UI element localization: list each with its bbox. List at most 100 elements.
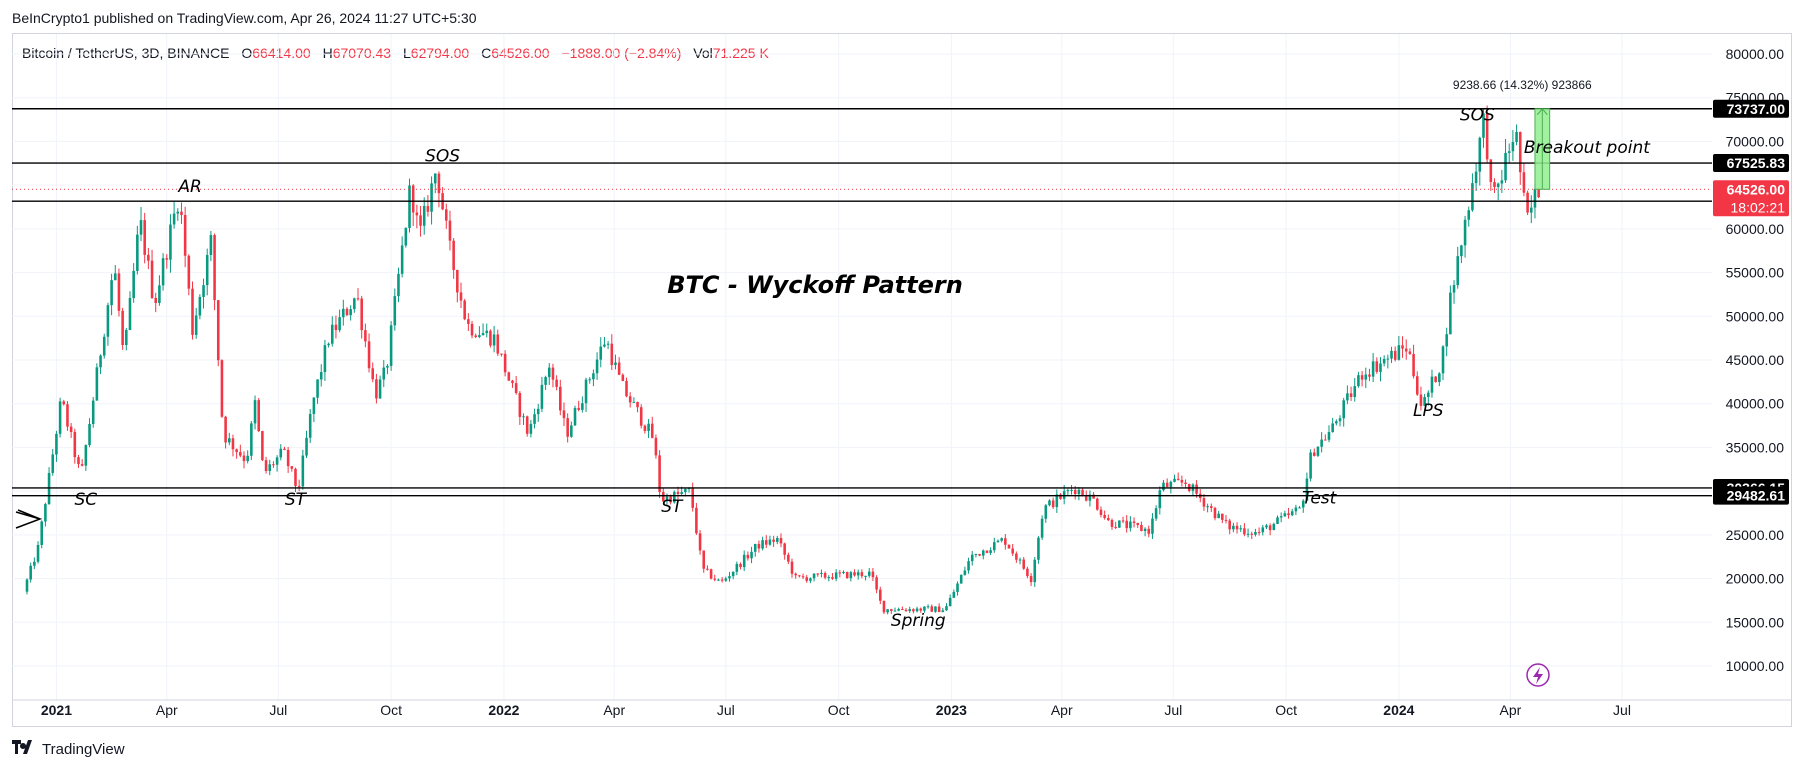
price-tick-label: 15000.00 <box>1726 614 1785 630</box>
candle-body <box>588 379 592 381</box>
candle-body <box>654 437 658 456</box>
candle-body <box>890 609 893 611</box>
candle-body <box>1500 180 1504 184</box>
price-tick-label: 70000.00 <box>1726 133 1785 149</box>
candle-body <box>485 330 489 334</box>
candle-body <box>430 183 433 212</box>
candle-body <box>728 576 731 579</box>
candle-body <box>433 173 437 184</box>
candle-body <box>1346 393 1349 401</box>
candle-body <box>709 569 713 579</box>
time-tick-label: Oct <box>1275 702 1297 718</box>
candle-body <box>474 335 477 337</box>
close-key: C <box>481 45 492 61</box>
candle-body <box>669 496 672 503</box>
candle-body <box>584 379 588 404</box>
candle-body <box>1434 376 1437 383</box>
candle-body <box>805 577 809 581</box>
candle-body <box>1390 350 1393 359</box>
candle-body <box>393 296 397 326</box>
candle-body <box>180 211 183 215</box>
time-tick-label: Oct <box>828 702 850 718</box>
candle-body <box>1404 348 1408 352</box>
candle-body <box>1084 495 1088 501</box>
candle-body <box>525 416 529 434</box>
level-price-label: 67525.83 <box>1727 155 1786 171</box>
candle-body <box>1489 159 1493 183</box>
candle-body <box>621 374 625 382</box>
time-tick-label: Oct <box>380 702 402 718</box>
candle-body <box>930 606 934 612</box>
candle-body <box>257 400 260 432</box>
candle-body <box>757 543 761 549</box>
candle-body <box>798 575 801 577</box>
candle-body <box>566 418 569 437</box>
candle-body <box>308 414 312 438</box>
candle-body <box>411 185 415 213</box>
candle-body <box>1529 207 1533 213</box>
candle-body <box>132 270 135 299</box>
candle-body <box>904 609 908 611</box>
time-tick-label: 2024 <box>1383 702 1414 718</box>
candle-body <box>467 319 470 324</box>
candle-body <box>279 448 283 458</box>
candle-body <box>44 504 47 522</box>
candle-body <box>360 298 363 331</box>
candle-body <box>636 401 639 408</box>
candle-body <box>253 400 257 424</box>
candle-body <box>209 235 213 255</box>
candle-body <box>183 214 187 256</box>
candle-body <box>1364 374 1368 380</box>
measure-arrow-head-icon <box>1536 107 1548 116</box>
candle-body <box>1114 526 1117 528</box>
candle-body <box>614 362 617 366</box>
candle-body <box>742 554 746 568</box>
candle-body <box>937 606 941 613</box>
candle-body <box>838 572 842 574</box>
candle-body <box>117 273 121 311</box>
candle-body <box>51 454 55 473</box>
symbol-label[interactable]: Bitcoin / TetherUS, 3D, BINANCE <box>22 45 230 61</box>
candle-body <box>1320 439 1323 447</box>
tradingview-logo-icon[interactable] <box>12 740 36 758</box>
candle-body <box>1004 538 1007 545</box>
open-key: O <box>241 45 253 61</box>
candle-body <box>290 466 294 469</box>
candle-body <box>860 572 864 577</box>
candle-body <box>415 212 419 216</box>
candle-body <box>1449 292 1452 335</box>
candle-body <box>1073 489 1077 495</box>
candle-body <box>581 403 584 410</box>
candle-body <box>294 468 297 487</box>
candle-body <box>1301 500 1305 508</box>
candle-body <box>1445 334 1448 347</box>
candle-body <box>1059 494 1062 499</box>
time-tick-label: Apr <box>1500 702 1522 718</box>
chart-frame <box>12 33 1792 727</box>
candle-body <box>1408 351 1412 354</box>
candle-body <box>1165 482 1169 487</box>
candle-body <box>1162 482 1165 491</box>
candle-body <box>1496 183 1500 187</box>
candle-body <box>338 317 341 331</box>
candle-body <box>1471 183 1474 211</box>
candle-body <box>231 438 235 450</box>
candle-body <box>812 573 816 579</box>
candle-body <box>996 540 1000 543</box>
candle-body <box>1279 516 1283 518</box>
candle-body <box>1235 525 1239 530</box>
candle-body <box>1485 113 1489 160</box>
candle-body <box>1335 421 1338 424</box>
candle-body <box>88 423 91 446</box>
candle-body <box>1412 353 1415 377</box>
candle-body <box>680 492 683 495</box>
candle-body <box>834 572 838 579</box>
candle-body <box>356 298 360 300</box>
candle-body <box>55 433 58 455</box>
candle-body <box>1210 506 1213 508</box>
candle-body <box>426 205 430 212</box>
footer-brand[interactable]: TradingView <box>42 740 125 758</box>
candle-body <box>1180 479 1184 483</box>
candle-body <box>1228 520 1231 530</box>
